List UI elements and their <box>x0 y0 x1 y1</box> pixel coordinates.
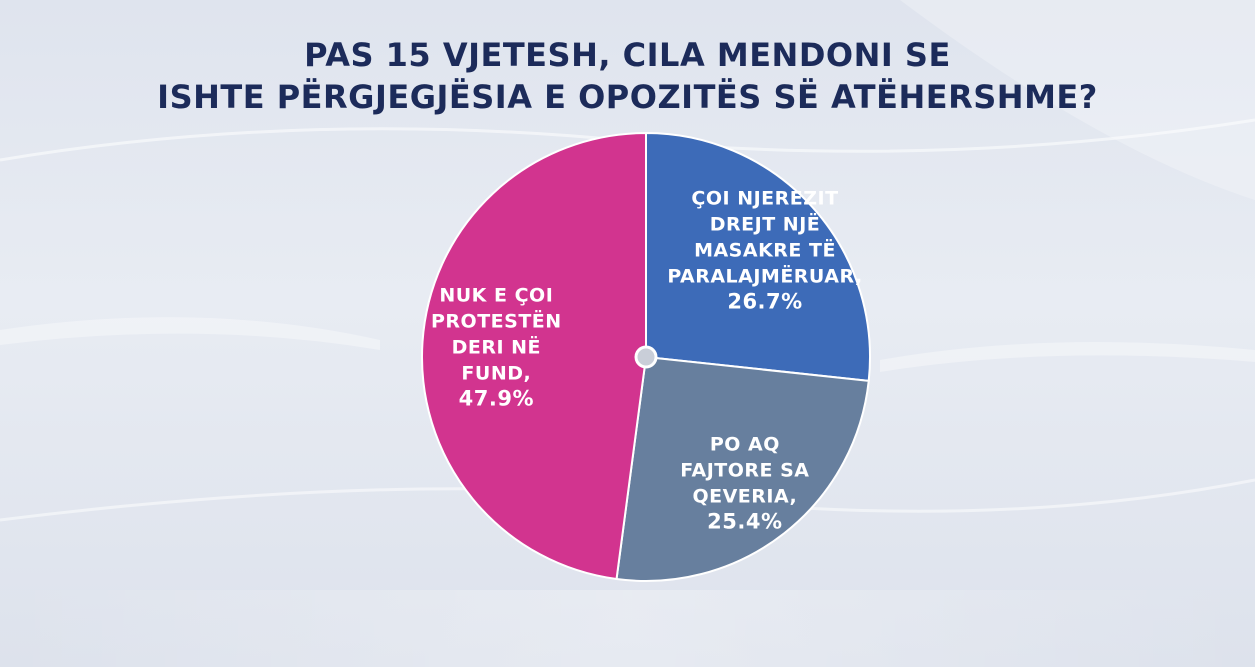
pie-slice-label-line: NUK E ÇOI <box>439 285 553 307</box>
pie-slice-2 <box>615 355 870 582</box>
pie-slice-value-1: 26.7% <box>727 290 802 314</box>
pie-slice-value-2: 25.4% <box>707 509 782 533</box>
pie-slice-label-line: PROTESTËN <box>431 309 562 333</box>
pie-slice-label-line: MASAKRE TË <box>694 238 836 262</box>
pie-slice-label-line: DERI NË <box>452 335 541 359</box>
chart-title: PAS 15 VJETESH, CILA MENDONI SE ISHTE PË… <box>0 34 1255 118</box>
pie-slice-value-3: 47.9% <box>459 387 534 411</box>
pie-slice-1 <box>645 131 871 382</box>
pie-slice-label-line: ÇOI NJEREZIT <box>691 188 838 210</box>
pie-center-hub <box>634 345 658 369</box>
pie-slice-3 <box>421 131 647 581</box>
chart-title-line-2: ISHTE PËRGJEGJËSIA E OPOZITËS SË ATËHERS… <box>157 78 1098 116</box>
pie-slice-label-line: FUND, <box>461 363 531 385</box>
pie-slice-label-3: NUK E ÇOI PROTESTËN DERI NË FUND, 47.9% <box>431 285 562 411</box>
chart-title-line-1: PAS 15 VJETESH, CILA MENDONI SE <box>304 36 951 74</box>
pie-slice-label-2: PO AQ FAJTORE SA QEVERIA, 25.4% <box>680 433 809 533</box>
pie-slice-label-line: PO AQ <box>710 433 780 455</box>
pie-slice-label-line: PARALAJMËRUAR, <box>667 264 862 288</box>
pie-slice-label-line: DREJT NJË <box>710 212 820 236</box>
pie-slice-label-line: QEVERIA, <box>692 485 797 507</box>
pie-slice-label-line: FAJTORE SA <box>680 459 809 481</box>
pie-slice-label-1: ÇOI NJEREZIT DREJT NJË MASAKRE TË PARALAJMË… <box>667 188 862 314</box>
